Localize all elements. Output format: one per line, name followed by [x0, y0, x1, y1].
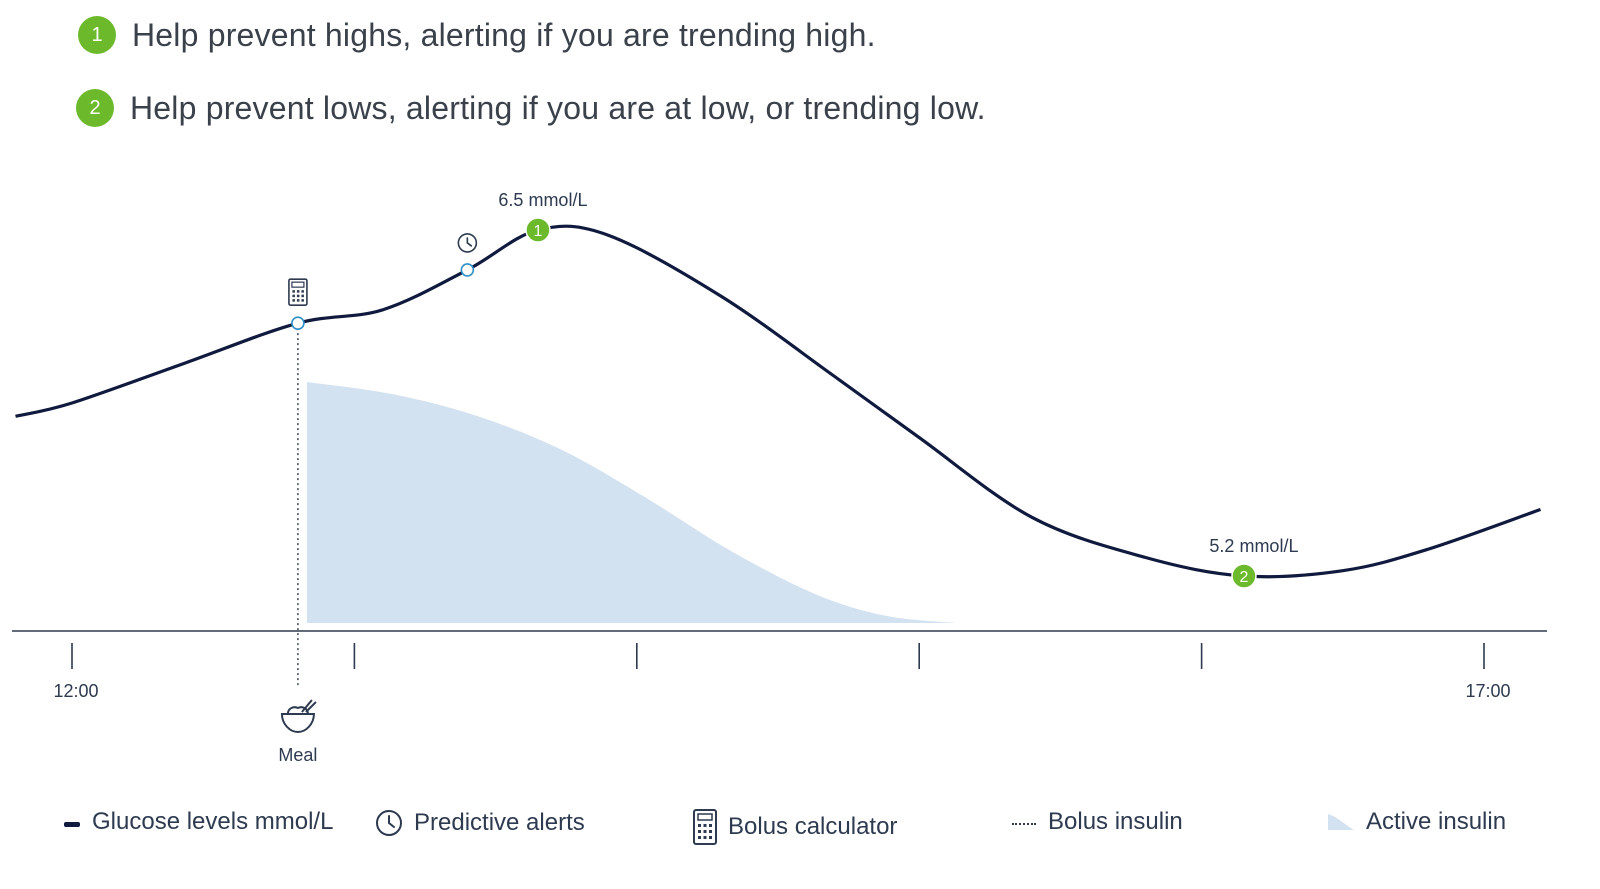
bowl-body	[280, 713, 315, 734]
active-insulin-layer	[306, 382, 957, 623]
x-tick-label: 12:00	[53, 681, 98, 701]
calc-key	[301, 294, 304, 298]
value-label-2: 5.2 mmol/L	[1209, 536, 1298, 556]
time-axis: 12:00 17:00	[12, 630, 1547, 701]
meal-layer: Meal	[278, 323, 317, 765]
calculator-icon	[288, 278, 308, 306]
events-layer	[288, 233, 478, 330]
clock-face	[457, 233, 478, 253]
legend-label-bolus: Bolus insulin	[1048, 808, 1183, 835]
calc-screen	[291, 281, 305, 288]
glucose-chart: 12:00 17:00 Meal 1 6.5 mmol/L 2 5.2 mmol/L	[12, 190, 1547, 765]
glucose-line-layer	[15, 224, 1542, 579]
bolus-calculator-point	[291, 316, 305, 330]
annotations-layer: 1 6.5 mmol/L 2 5.2 mmol/L	[498, 190, 1298, 589]
calc-key	[292, 290, 295, 293]
header-text-highs: Help prevent highs, alerting if you are …	[132, 16, 876, 53]
clock-icon	[457, 233, 478, 253]
legend-label-alerts: Predictive alerts	[414, 809, 585, 836]
marker-point-2	[1231, 563, 1257, 589]
header-item-highs: 1 Help prevent highs, alerting if you ar…	[78, 16, 876, 54]
meal-label: Meal	[278, 745, 317, 765]
marker-point-1	[525, 217, 551, 243]
legend-item-alerts: Predictive alerts	[374, 808, 585, 838]
calc-body	[288, 278, 308, 306]
legend-label-active: Active insulin	[1366, 808, 1507, 835]
legend-item-active: Active insulin	[1326, 808, 1506, 836]
marker-number-2: 2	[1240, 569, 1249, 586]
calc-key	[292, 299, 295, 302]
calc-key	[296, 294, 300, 298]
calc-key	[296, 290, 300, 293]
clock-hands	[466, 237, 473, 247]
clock-icon	[376, 810, 402, 836]
header-item-lows: 2 Help prevent lows, alerting if you are…	[76, 89, 986, 127]
meal-bowl-icon	[280, 699, 317, 734]
calc-key	[301, 290, 304, 293]
chopstick-2	[305, 701, 317, 713]
calc-key	[296, 299, 300, 302]
calc-key	[292, 294, 295, 298]
bowl-food	[286, 706, 309, 715]
number-badge-1: 1	[78, 16, 116, 54]
legend-item-calculator: Bolus calculator	[692, 808, 897, 846]
active-insulin-area	[306, 382, 957, 623]
calculator-icon	[693, 809, 717, 845]
number-badge-2: 2	[76, 89, 114, 127]
header-text-lows: Help prevent lows, alerting if you are a…	[130, 89, 986, 126]
legend-item-bolus: Bolus insulin	[1012, 808, 1183, 836]
legend-label-calculator: Bolus calculator	[728, 813, 898, 840]
active-insulin-swatch	[1328, 814, 1354, 830]
glucose-line	[15, 224, 1542, 579]
legend-item-glucose: Glucose levels mmol/L	[64, 808, 333, 836]
marker-number-1: 1	[534, 223, 543, 240]
calc-key	[301, 299, 304, 302]
chopstick-1	[301, 699, 313, 713]
x-tick-label: 17:00	[1465, 681, 1510, 701]
predictive-alert-point	[460, 263, 475, 277]
value-label-1: 6.5 mmol/L	[498, 190, 587, 210]
glucose-line-swatch	[64, 821, 80, 827]
bolus-dotted-swatch	[1012, 823, 1036, 825]
legend-label-glucose: Glucose levels mmol/L	[92, 808, 334, 835]
legend: Glucose levels mmol/L Predictive alerts …	[0, 800, 1600, 860]
